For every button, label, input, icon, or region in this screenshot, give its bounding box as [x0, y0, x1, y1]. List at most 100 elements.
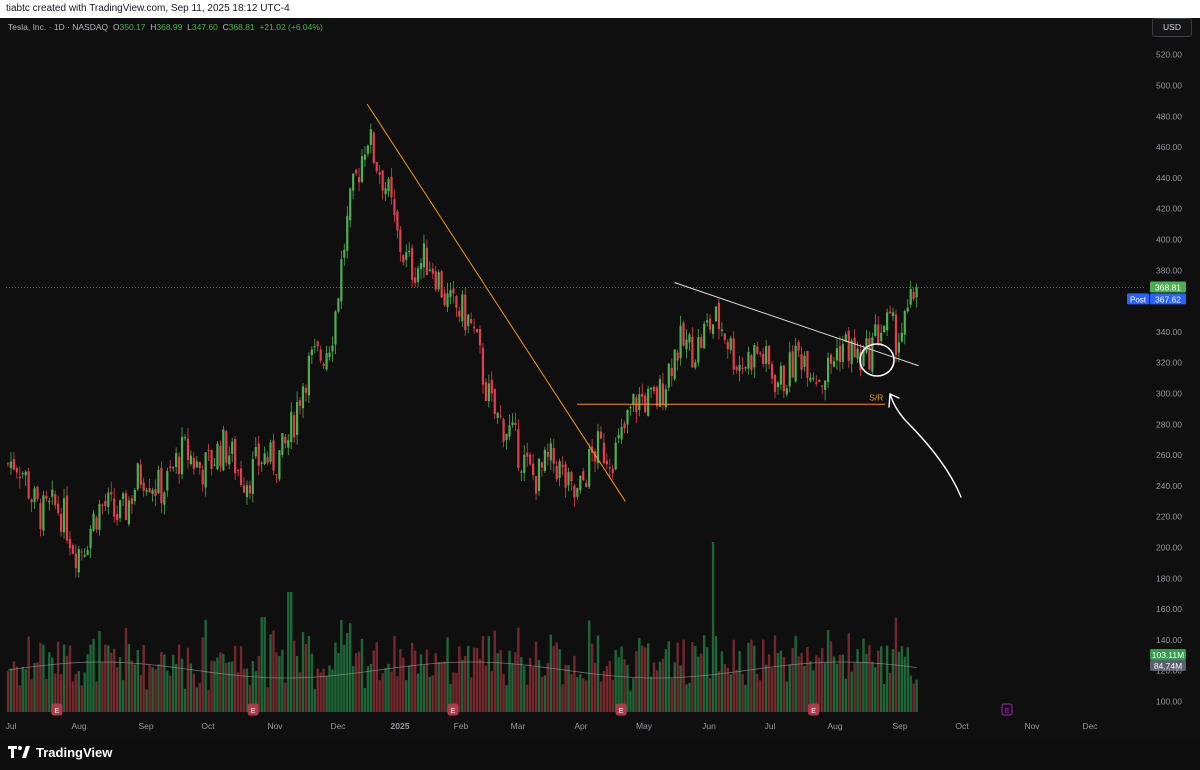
- volume-bar: [537, 660, 541, 712]
- volume-bar: [458, 646, 461, 712]
- annotation-arrow: [889, 393, 962, 498]
- candle-body: [337, 298, 340, 312]
- candle-body: [499, 415, 502, 417]
- candle-body: [136, 463, 139, 490]
- volume-bar: [579, 674, 582, 712]
- volume-bar: [877, 650, 880, 712]
- volume-bar: [826, 629, 830, 712]
- volume-bar: [723, 664, 727, 712]
- volume-bar: [449, 684, 452, 712]
- volume-bar: [443, 661, 446, 712]
- candle-body: [632, 393, 635, 405]
- candle-body: [664, 389, 667, 408]
- volume-bar: [45, 678, 48, 712]
- volume-bar: [260, 617, 263, 712]
- candle-body: [540, 462, 544, 468]
- candle-body: [443, 293, 446, 305]
- candle-body: [116, 514, 119, 521]
- post-label-badge: [1127, 293, 1149, 305]
- chart-panel[interactable]: [0, 18, 1200, 740]
- candle-body: [865, 338, 868, 353]
- volume-bar: [189, 663, 193, 712]
- volume-bar: [304, 643, 308, 712]
- candle-body: [346, 215, 349, 251]
- volume-bar: [328, 665, 331, 712]
- candle-body: [239, 468, 243, 485]
- volume-bar: [711, 542, 715, 712]
- candle-body: [399, 229, 402, 253]
- candle-body: [216, 443, 219, 470]
- candle-body: [355, 169, 358, 174]
- candle-body: [886, 312, 889, 331]
- candle-body: [729, 338, 732, 350]
- time-tick-label: Dec: [330, 721, 346, 731]
- highlight-circle: [859, 343, 895, 377]
- volume-bar: [118, 657, 122, 712]
- volume-bar: [127, 643, 131, 712]
- volume-bar: [732, 639, 735, 712]
- candle-body: [319, 349, 322, 361]
- candle-body: [166, 470, 169, 491]
- last-price-badge: [1150, 281, 1186, 293]
- candle-body: [21, 473, 24, 475]
- volume-bar: [496, 653, 499, 712]
- candle-body: [608, 467, 611, 469]
- candle-body: [201, 469, 204, 485]
- volume-bar: [86, 654, 89, 712]
- volume-bar: [823, 663, 827, 712]
- candle-body: [753, 345, 756, 368]
- volume-bar: [18, 685, 21, 712]
- currency-button[interactable]: USD: [1152, 18, 1192, 37]
- volume-bar: [322, 668, 325, 712]
- attribution-text: tiabtc created with TradingView.com, Sep…: [6, 3, 290, 14]
- volume-ma-line: [7, 661, 917, 679]
- candle-body: [198, 461, 201, 468]
- candle-body: [98, 504, 101, 530]
- volume-bar: [77, 671, 80, 712]
- candle-body: [496, 412, 499, 418]
- open-label: O: [112, 22, 120, 32]
- volume-bar: [738, 650, 741, 712]
- candle-body: [558, 461, 561, 478]
- volume-bar: [747, 642, 750, 712]
- candle-body: [750, 355, 753, 371]
- candle-body: [853, 337, 856, 358]
- candle-body: [773, 375, 777, 392]
- change-value: +21.02 (+6.04%): [259, 22, 323, 32]
- candle-body: [844, 334, 847, 343]
- candle-body: [284, 436, 287, 444]
- candle-body: [552, 447, 555, 464]
- candle-body: [322, 363, 325, 366]
- candle-body: [650, 387, 653, 390]
- time-tick-label: Dec: [1082, 721, 1098, 731]
- price-tick-label: 320.00: [1156, 358, 1182, 368]
- tradingview-logo[interactable]: TradingView: [8, 743, 112, 761]
- volume-bar: [316, 668, 319, 712]
- candle-body: [585, 482, 588, 488]
- candle-body: [296, 401, 299, 435]
- volume-bar: [505, 685, 508, 712]
- volume-bar: [764, 664, 768, 712]
- time-tick-label: Aug: [827, 721, 842, 731]
- volume-bar: [652, 662, 656, 712]
- candle-body: [369, 129, 372, 145]
- volume-bar: [42, 644, 45, 712]
- candle-body: [738, 364, 741, 371]
- volume-bar: [859, 662, 862, 712]
- candle-body: [732, 338, 735, 370]
- volume-bar: [157, 664, 160, 712]
- low-value: 347.60: [191, 22, 218, 32]
- candle-body: [269, 442, 272, 462]
- close-value: 368.81: [228, 22, 255, 32]
- volume-badge-text: 103.11M: [1152, 650, 1184, 660]
- volume-bar: [248, 685, 252, 712]
- volume-bar: [531, 666, 535, 712]
- candle-body: [561, 464, 564, 467]
- candle-body: [287, 440, 290, 448]
- candle-body: [83, 554, 86, 557]
- candle-body: [113, 498, 116, 517]
- time-tick-label: 2025: [391, 721, 410, 731]
- candle-body: [903, 310, 906, 335]
- volume-bar: [396, 676, 399, 712]
